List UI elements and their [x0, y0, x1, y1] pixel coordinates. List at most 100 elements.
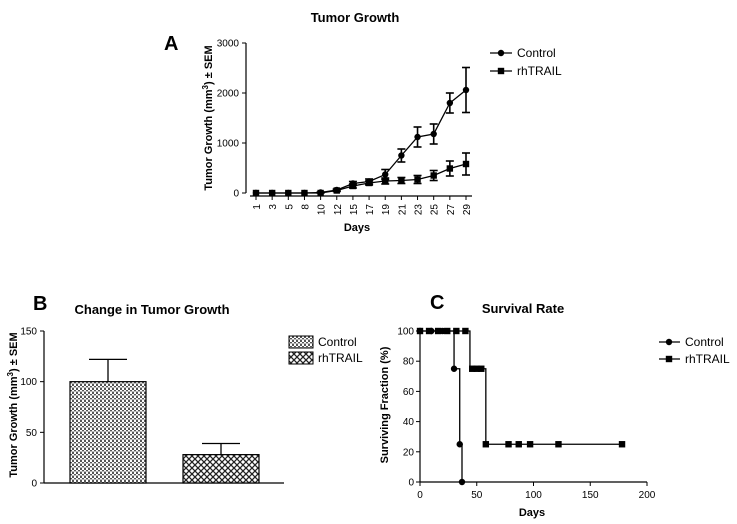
chart-a-point-control — [462, 86, 470, 94]
chart-c-point-control — [456, 441, 463, 448]
chart-a: 0 1000 2000 3000 1 3 5 8 10 12 15 17 19 21 23 25 27 29 — [217, 39, 512, 216]
chart-c-point-rhtrail — [555, 441, 562, 448]
chart-a-point-rhtrail — [301, 189, 308, 197]
chart-b-y-tick-label: 50 — [26, 428, 38, 439]
panel-label-c: C — [430, 292, 444, 314]
chart-c-point-rhtrail — [482, 441, 490, 448]
chart-c-x-tick-label: 150 — [582, 490, 599, 501]
chart-a-point-rhtrail — [285, 189, 292, 197]
chart-a-x-tick-label: 12 — [333, 204, 344, 216]
chart-a-title: Tumor Growth — [311, 10, 400, 25]
chart-a-x-tick-label: 25 — [430, 204, 441, 216]
chart-b-legend-swatch-rhtrail — [288, 351, 314, 365]
chart-c-point-rhtrail — [526, 441, 534, 448]
chart-b: 0 50 100 150 — [20, 327, 314, 490]
chart-b-bar-rhtrail — [182, 454, 260, 484]
chart-c-line-control — [420, 330, 463, 482]
chart-a-point-rhtrail — [414, 176, 421, 183]
chart-a-x-tick-label: 21 — [397, 204, 408, 216]
chart-c-point-rhtrail — [478, 365, 485, 372]
chart-c-x-tick-label: 0 — [417, 490, 423, 501]
chart-c-legend-rhtrail: rhTRAIL — [685, 352, 730, 366]
chart-a-x-tick-label: 23 — [414, 204, 425, 216]
chart-a-x-tick-label: 1 — [252, 204, 263, 210]
chart-b-title: Change in Tumor Growth — [74, 302, 229, 317]
chart-a-point-control — [414, 133, 421, 141]
chart-c-point-rhtrail — [425, 327, 433, 335]
chart-c-point-rhtrail — [416, 327, 424, 335]
chart-a-x-tick-label: 27 — [446, 204, 457, 216]
chart-a-ylabel: Tumor Growth (mm3) ± SEM — [201, 45, 216, 190]
chart-a-point-control — [430, 130, 437, 138]
chart-a-y-tick-label: 3000 — [217, 39, 240, 50]
chart-a-x-tick-label: 19 — [381, 204, 392, 216]
chart-a-point-rhtrail — [317, 189, 324, 197]
chart-c: 0 20 40 60 80 100 0 50 100 150 200 — [397, 327, 680, 501]
chart-c-point-rhtrail — [473, 365, 480, 372]
chart-b-legend-control: Control — [318, 335, 357, 349]
chart-c-x-tick-label: 50 — [471, 490, 483, 501]
chart-a-point-rhtrail — [349, 182, 357, 190]
chart-c-title: Survival Rate — [482, 301, 564, 316]
chart-c-point-control — [450, 365, 458, 372]
chart-a-point-rhtrail — [365, 179, 373, 187]
chart-b-errorbar-control — [89, 358, 127, 382]
chart-c-point-rhtrail — [469, 365, 476, 372]
chart-a-legend-marker-control — [497, 49, 505, 57]
chart-a-x-tick-label: 15 — [349, 204, 360, 216]
chart-b-ylabel: Tumor Growth (mm3) ± SEM — [6, 332, 21, 477]
chart-c-y-tick-label: 80 — [403, 357, 415, 368]
chart-a-y-tick-label: 1000 — [217, 139, 240, 150]
chart-b-y-tick-label: 0 — [31, 479, 37, 490]
chart-a-legend-rhtrail: rhTRAIL — [517, 64, 562, 78]
chart-c-point-control — [458, 478, 466, 486]
chart-c-legend-marker-control — [665, 338, 673, 346]
chart-a-point-rhtrail — [446, 165, 454, 172]
chart-a-point-rhtrail — [430, 172, 437, 179]
chart-b-y-tick-label: 100 — [20, 377, 37, 388]
chart-c-y-tick-label: 0 — [408, 478, 414, 489]
chart-b-y-tick-label: 150 — [20, 327, 37, 338]
chart-a-y-tick-label: 0 — [233, 189, 239, 200]
panel-label-b: B — [33, 293, 47, 315]
chart-a-legend-control: Control — [517, 46, 556, 60]
chart-c-point-rhtrail — [618, 441, 626, 448]
chart-c-ylabel: Surviving Fraction (%) — [379, 346, 391, 463]
chart-c-point-rhtrail — [434, 327, 442, 335]
chart-c-y-tick-label: 100 — [397, 327, 414, 338]
chart-c-point-rhtrail — [505, 441, 512, 448]
chart-b-errorbar-rhtrail — [202, 442, 240, 455]
chart-a-point-rhtrail — [462, 160, 470, 168]
chart-a-point-control — [382, 171, 389, 178]
chart-b-legend-rhtrail: rhTRAIL — [318, 351, 363, 365]
chart-a-point-rhtrail — [252, 189, 260, 197]
chart-a-point-rhtrail — [398, 177, 405, 184]
chart-c-point-rhtrail — [453, 327, 460, 335]
panel-label-a: A — [164, 33, 178, 55]
chart-c-point-rhtrail — [462, 327, 469, 335]
chart-c-point-rhtrail — [444, 327, 451, 335]
chart-a-point-control — [446, 99, 454, 107]
chart-a-xlabel: Days — [344, 222, 370, 234]
chart-c-y-tick-label: 60 — [403, 387, 415, 398]
chart-c-legend-control: Control — [685, 335, 724, 349]
chart-a-x-tick-label: 17 — [365, 204, 376, 216]
chart-a-x-tick-label: 5 — [284, 204, 295, 210]
chart-a-x-tick-label: 10 — [317, 204, 328, 216]
chart-a-point-control — [398, 152, 405, 159]
chart-c-x-tick-label: 200 — [639, 490, 656, 501]
chart-a-x-tick-label: 3 — [268, 204, 279, 210]
chart-a-point-rhtrail — [333, 187, 340, 194]
chart-a-legend-marker-rhtrail — [497, 67, 505, 75]
chart-a-x-tick-label: 29 — [462, 204, 473, 216]
chart-a-point-rhtrail — [268, 189, 276, 197]
chart-c-y-tick-label: 40 — [403, 417, 415, 428]
chart-c-xlabel: Days — [519, 507, 545, 519]
chart-c-y-tick-label: 20 — [403, 447, 415, 458]
chart-c-point-rhtrail — [515, 441, 522, 448]
chart-a-point-rhtrail — [382, 177, 389, 185]
chart-b-bar-control — [69, 381, 147, 484]
chart-b-legend-swatch-control — [288, 335, 314, 349]
chart-a-x-tick-label: 8 — [300, 204, 311, 210]
